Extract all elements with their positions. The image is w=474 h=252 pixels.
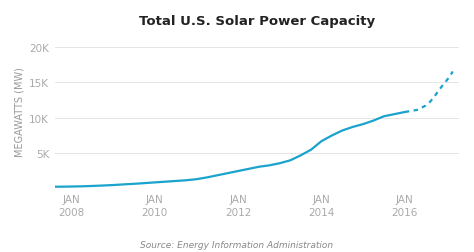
Title: Total U.S. Solar Power Capacity: Total U.S. Solar Power Capacity	[139, 15, 375, 28]
Text: Source: Energy Information Administration: Source: Energy Information Administratio…	[140, 240, 334, 249]
Y-axis label: MEGAWATTS (MW): MEGAWATTS (MW)	[15, 66, 25, 156]
